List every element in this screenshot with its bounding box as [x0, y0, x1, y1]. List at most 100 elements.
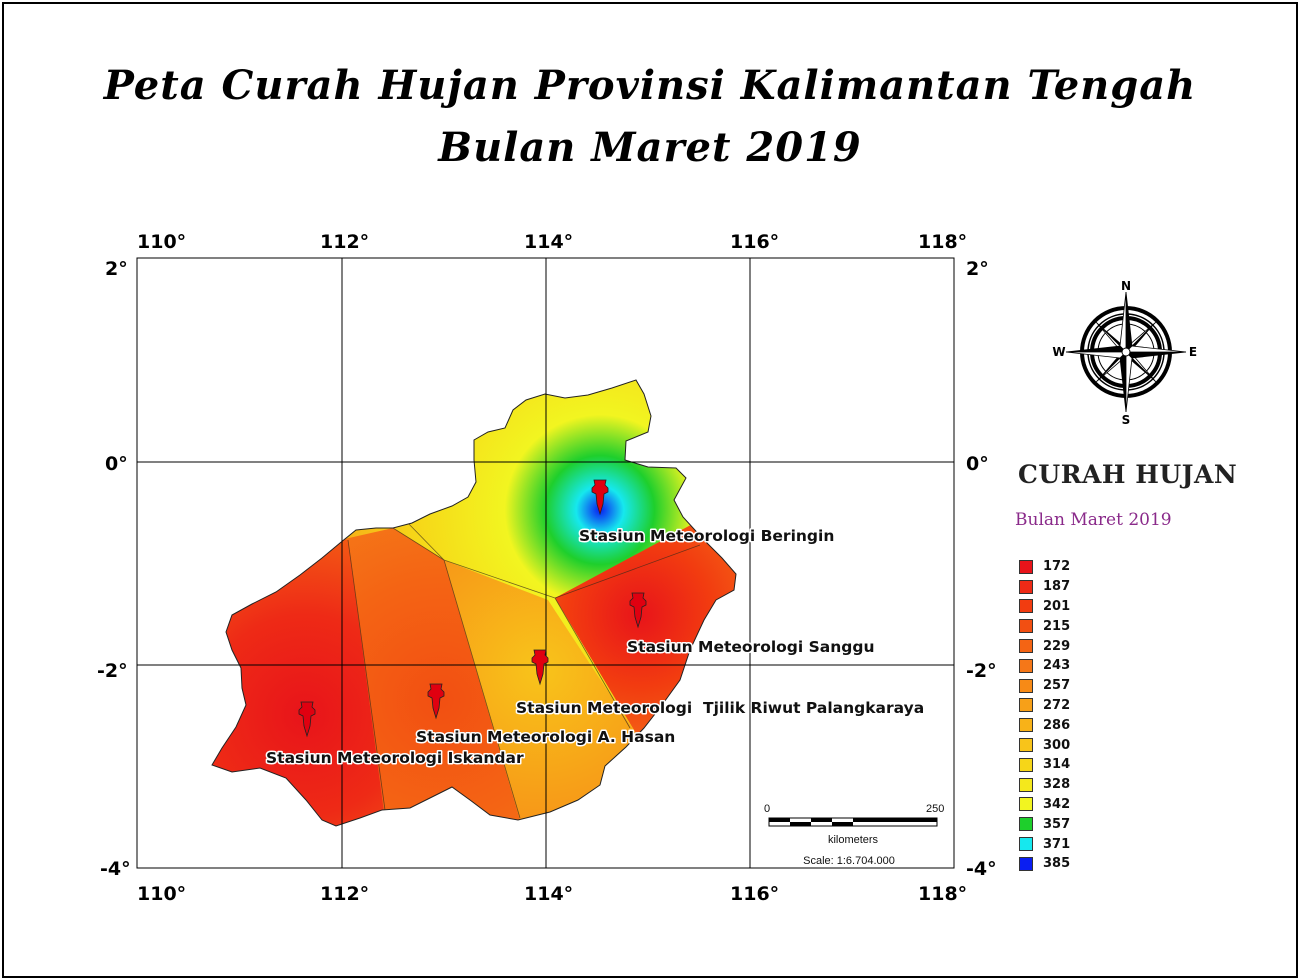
legend-swatch	[1019, 718, 1033, 733]
scale-bar: 0 250 kilometers Scale: 1:6.704.000	[759, 798, 949, 867]
scale-end: 250	[926, 803, 944, 815]
lon-label: 114°	[524, 231, 573, 253]
lon-label: 116°	[730, 883, 779, 905]
station-pins	[298, 479, 647, 738]
map-subtitle: Bulan Maret 2019	[438, 124, 862, 171]
graticule	[137, 258, 954, 868]
legend-swatch	[1019, 817, 1033, 832]
legend-value: 187	[1043, 579, 1071, 595]
legend-item: 243	[1019, 656, 1070, 676]
compass-south: S	[1122, 413, 1131, 427]
legend-value: 272	[1043, 697, 1071, 713]
legend-item: 357	[1019, 814, 1070, 834]
station-label-iskandar: Stasiun Meteorologi Iskandar	[266, 749, 524, 767]
legend-item: 187	[1019, 577, 1070, 597]
legend-swatch	[1019, 599, 1033, 614]
legend-item: 328	[1019, 775, 1070, 795]
compass-west: W	[1052, 345, 1065, 359]
scale-start: 0	[764, 803, 770, 815]
legend-item: 342	[1019, 795, 1070, 815]
legend-value: 243	[1043, 658, 1071, 674]
legend-item: 385	[1019, 854, 1070, 874]
legend-subtitle: Bulan Maret 2019	[1015, 510, 1172, 530]
legend-swatch	[1019, 698, 1033, 713]
legend-swatch	[1019, 837, 1033, 852]
station-pin-icon[interactable]	[531, 649, 549, 686]
legend-value: 357	[1043, 816, 1071, 832]
legend-value: 385	[1043, 856, 1071, 872]
legend-item: 257	[1019, 676, 1070, 696]
legend-swatch	[1019, 559, 1033, 574]
lon-label: 116°	[730, 231, 779, 253]
legend-swatch	[1019, 658, 1033, 673]
station-label-a-hasan: Stasiun Meteorologi A. Hasan	[416, 728, 675, 746]
legend-value: 215	[1043, 618, 1071, 634]
legend-title: CURAH HUJAN	[1018, 460, 1238, 489]
lat-label: -4°	[966, 858, 997, 880]
legend-swatch	[1019, 579, 1033, 594]
lat-label: 0°	[105, 453, 128, 475]
lat-label: 0°	[966, 453, 989, 475]
legend-item: 229	[1019, 636, 1070, 656]
legend-value: 342	[1043, 796, 1071, 812]
legend-value: 229	[1043, 638, 1071, 654]
legend-item: 286	[1019, 715, 1070, 735]
latitude-labels-left: 2° 0° -2° -4°	[97, 258, 131, 880]
legend-item: 371	[1019, 834, 1070, 854]
lat-label: -2°	[97, 660, 128, 682]
legend-value: 172	[1043, 559, 1071, 575]
legend-item: 314	[1019, 755, 1070, 775]
station-label-tjilik-riwut: Stasiun Meteorologi Tjilik Riwut Palangk…	[516, 699, 924, 717]
lon-label: 110°	[137, 231, 186, 253]
compass-rose-icon: N S E W	[1052, 279, 1197, 427]
lon-label: 110°	[137, 883, 186, 905]
legend-value: 371	[1043, 836, 1071, 852]
lon-label: 114°	[524, 883, 573, 905]
legend-value: 328	[1043, 777, 1071, 793]
legend-value: 201	[1043, 598, 1071, 614]
legend-swatch	[1019, 678, 1033, 693]
lat-label: 2°	[966, 258, 989, 280]
compass-north: N	[1121, 279, 1131, 293]
lon-label: 118°	[918, 883, 967, 905]
lat-label: 2°	[105, 258, 128, 280]
legend-swatch	[1019, 619, 1033, 634]
legend-swatch	[1019, 777, 1033, 792]
station-label-beringin: Stasiun Meteorologi Beringin	[579, 527, 834, 545]
legend-item: 172	[1019, 557, 1070, 577]
legend-item: 215	[1019, 616, 1070, 636]
legend-item: 272	[1019, 696, 1070, 716]
lat-label: -2°	[966, 660, 997, 682]
longitude-labels-top: 110° 112° 114° 116° 118°	[137, 231, 967, 253]
station-pin-icon[interactable]	[427, 683, 445, 720]
station-pin-icon[interactable]	[629, 592, 647, 629]
station-labels: Stasiun Meteorologi Beringin Stasiun Met…	[265, 526, 926, 769]
legend-value: 300	[1043, 737, 1071, 753]
lon-label: 112°	[320, 883, 369, 905]
scale-unit: kilometers	[828, 834, 879, 846]
map-title: Peta Curah Hujan Provinsi Kalimantan Ten…	[103, 62, 1197, 109]
station-pin-icon[interactable]	[298, 701, 316, 738]
legend-swatch	[1019, 797, 1033, 812]
legend-item: 300	[1019, 735, 1070, 755]
legend-swatch	[1019, 639, 1033, 654]
legend-swatch	[1019, 757, 1033, 772]
legend-value: 257	[1043, 678, 1071, 694]
lon-label: 112°	[320, 231, 369, 253]
legend-value: 286	[1043, 717, 1071, 733]
legend-list: 172 187 201 215 229 243 257 272 286 300 314 328 342 3…	[1019, 557, 1070, 874]
scale-ratio: Scale: 1:6.704.000	[803, 855, 895, 867]
lat-label: -4°	[100, 858, 131, 880]
legend-swatch	[1019, 738, 1033, 753]
lon-label: 118°	[918, 231, 967, 253]
station-label-sanggu: Stasiun Meteorologi Sanggu	[627, 638, 875, 656]
legend-item: 201	[1019, 597, 1070, 617]
legend-swatch	[1019, 856, 1033, 871]
longitude-labels-bottom: 110° 112° 114° 116° 118°	[137, 883, 967, 905]
legend-value: 314	[1043, 757, 1071, 773]
station-pin-icon[interactable]	[591, 479, 609, 516]
compass-east: E	[1189, 345, 1197, 359]
latitude-labels-right: 2° 0° -2° -4°	[966, 258, 997, 880]
